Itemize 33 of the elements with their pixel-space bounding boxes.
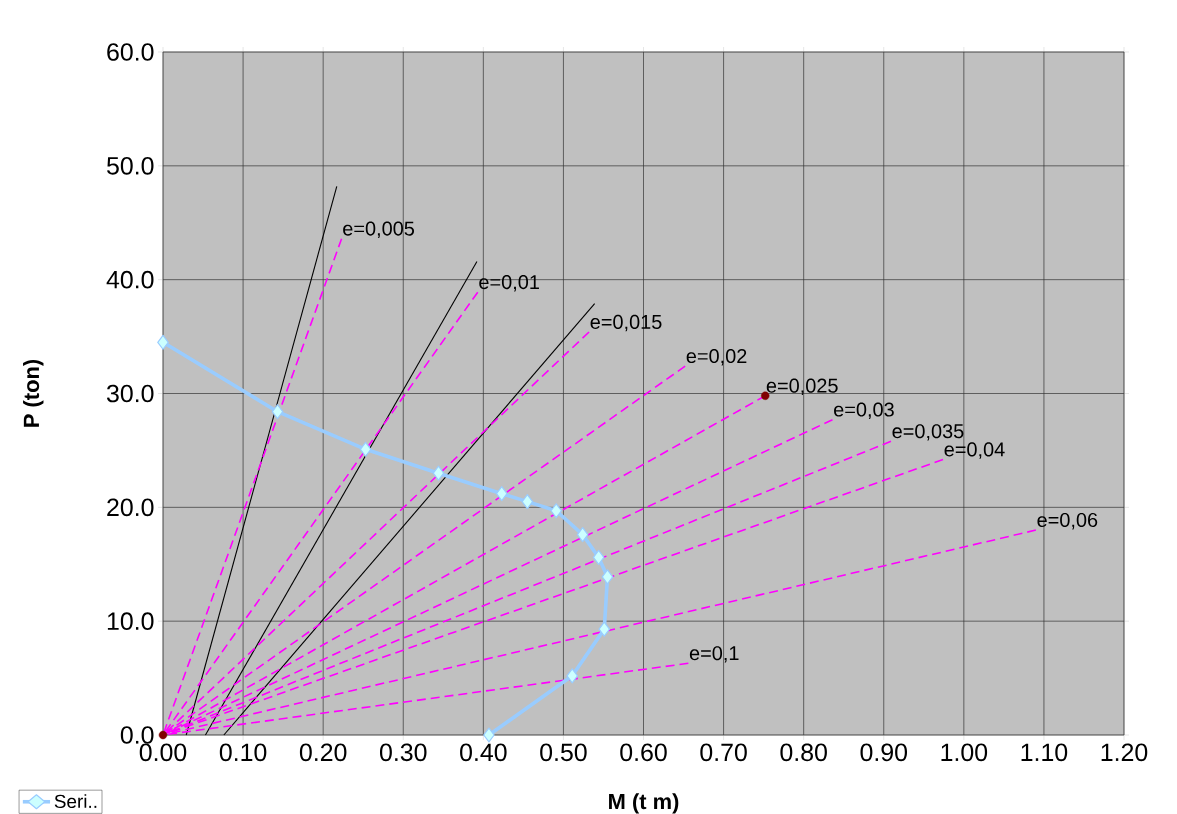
legend-label: Seri.. xyxy=(54,794,97,809)
x-tick-label: 0.50 xyxy=(540,743,587,762)
annotation: e=0,01 xyxy=(479,275,539,292)
x-tick-label: 1.00 xyxy=(941,743,988,762)
y-tick-label: 10.0 xyxy=(107,612,154,630)
x-tick-label: 0.20 xyxy=(299,743,347,762)
annotation: e=0,035 xyxy=(892,424,964,441)
y-tick-label: 60.0 xyxy=(107,43,154,61)
annotation: e=0,015 xyxy=(590,314,662,332)
x-tick-label: 0.00 xyxy=(139,743,187,762)
x-tick-label: 0.10 xyxy=(219,743,267,762)
annotation: e=0,1 xyxy=(689,646,739,663)
y-axis-title: P (ton) xyxy=(23,359,44,427)
y-tick-label: 40.0 xyxy=(106,270,154,289)
annotation: e=0,06 xyxy=(1037,512,1098,530)
annotation: e=0,005 xyxy=(343,221,415,238)
x-tick-label: 0.80 xyxy=(780,743,827,762)
annotation: e=0,02 xyxy=(686,349,747,366)
y-tick-label: 0.0 xyxy=(120,726,154,744)
x-tick-label: 0.60 xyxy=(620,743,667,762)
x-tick-label: 0.90 xyxy=(860,743,908,762)
y-tick-label: 20.0 xyxy=(107,498,154,517)
x-tick-label: 0.30 xyxy=(379,743,427,762)
annotation: e=0,025 xyxy=(766,378,838,396)
y-tick-label: 50.0 xyxy=(107,157,154,175)
x-tick-label: 1.20 xyxy=(1101,743,1148,762)
y-tick-label: 30.0 xyxy=(106,384,154,403)
x-tick-label: 1.10 xyxy=(1021,743,1068,762)
x-tick-label: 0.70 xyxy=(700,743,747,762)
x-axis-title: M (t m) xyxy=(609,793,679,814)
annotation: e=0,03 xyxy=(834,402,894,419)
annotation: e=0,04 xyxy=(944,442,1005,459)
x-tick-label: 0.40 xyxy=(460,743,507,762)
